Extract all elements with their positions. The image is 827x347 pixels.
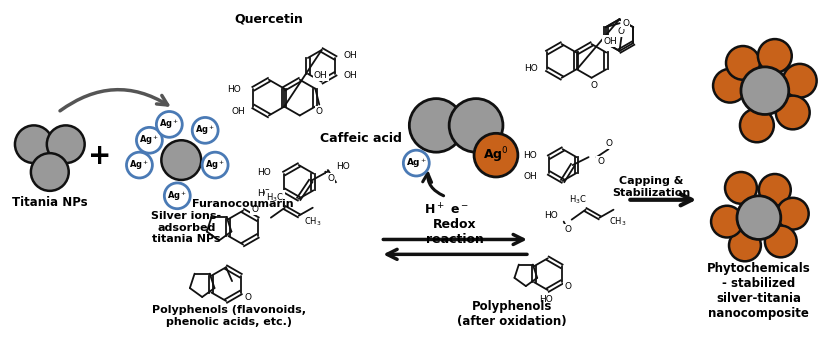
Text: HO: HO: [337, 162, 351, 171]
Circle shape: [777, 198, 809, 230]
Circle shape: [15, 125, 53, 163]
Text: Ag$^+$: Ag$^+$: [129, 158, 150, 172]
Circle shape: [713, 69, 747, 103]
Circle shape: [404, 150, 429, 176]
Text: Quercetin: Quercetin: [235, 13, 304, 26]
Text: Phytochemicals
- stabilized
silver-titania
nanocomposite: Phytochemicals - stabilized silver-titan…: [707, 262, 810, 320]
Text: HO: HO: [524, 64, 538, 73]
Text: Titania NPs: Titania NPs: [12, 196, 88, 209]
Circle shape: [192, 117, 218, 143]
Circle shape: [449, 99, 503, 152]
Circle shape: [165, 183, 190, 209]
Text: O: O: [618, 27, 625, 36]
Text: O: O: [564, 225, 571, 234]
Text: OH: OH: [343, 71, 357, 80]
Circle shape: [783, 64, 816, 98]
Text: CH$_3$: CH$_3$: [304, 215, 322, 228]
Text: O: O: [316, 107, 323, 116]
Text: Ag$^+$: Ag$^+$: [139, 133, 160, 147]
Text: Capping &
Stabilization: Capping & Stabilization: [612, 176, 691, 198]
Text: Furanocoumarin: Furanocoumarin: [192, 199, 294, 209]
Text: O: O: [605, 139, 612, 148]
Circle shape: [765, 226, 796, 257]
Text: OH: OH: [232, 107, 245, 116]
Circle shape: [409, 99, 463, 152]
Circle shape: [156, 111, 182, 137]
Circle shape: [740, 109, 774, 142]
Text: Caffeic acid: Caffeic acid: [319, 132, 401, 145]
Circle shape: [711, 206, 743, 237]
Text: H$_3$C: H$_3$C: [266, 192, 284, 204]
Text: H$_3$C: H$_3$C: [569, 194, 586, 206]
Text: O: O: [564, 282, 571, 290]
Text: O: O: [622, 19, 629, 28]
Text: Polyphenols
(after oxidation): Polyphenols (after oxidation): [457, 300, 566, 328]
Text: Redox
reaction: Redox reaction: [426, 218, 484, 246]
Text: HO: HO: [544, 211, 557, 220]
Text: O: O: [251, 205, 259, 214]
Circle shape: [725, 172, 757, 204]
Text: Ag$^+$: Ag$^+$: [205, 158, 225, 172]
Circle shape: [31, 153, 69, 191]
Text: OH: OH: [523, 172, 537, 181]
Text: OH: OH: [313, 71, 327, 80]
Text: HO: HO: [539, 296, 552, 304]
Circle shape: [737, 196, 781, 239]
Text: Ag$^+$: Ag$^+$: [195, 124, 215, 137]
Text: HO: HO: [227, 85, 241, 94]
Circle shape: [127, 152, 152, 178]
Text: O: O: [590, 81, 597, 90]
Text: Ag$^+$: Ag$^+$: [405, 156, 427, 170]
Text: H$^+$ e$^-$: H$^+$ e$^-$: [423, 202, 469, 217]
Text: HO: HO: [257, 189, 271, 198]
Text: OH: OH: [343, 51, 357, 60]
Text: +: +: [88, 142, 112, 170]
Text: O: O: [597, 156, 604, 166]
Text: Ag$^+$: Ag$^+$: [167, 189, 188, 203]
Text: Polyphenols (flavonoids,
phenolic acids, etc.): Polyphenols (flavonoids, phenolic acids,…: [152, 305, 306, 327]
Text: OH: OH: [604, 36, 617, 45]
Text: CH$_3$: CH$_3$: [609, 215, 626, 228]
Circle shape: [758, 39, 791, 73]
Text: Ag$^0$: Ag$^0$: [483, 145, 509, 165]
Circle shape: [729, 230, 761, 261]
Circle shape: [759, 174, 791, 206]
Circle shape: [136, 127, 162, 153]
Text: Silver ions-
adsorbed
titania NPs: Silver ions- adsorbed titania NPs: [151, 211, 222, 244]
Circle shape: [726, 46, 760, 80]
Circle shape: [161, 140, 201, 180]
Text: O: O: [327, 175, 334, 184]
Circle shape: [47, 125, 84, 163]
Text: Ag$^+$: Ag$^+$: [160, 118, 179, 131]
Text: O: O: [245, 294, 251, 303]
Text: HO: HO: [523, 151, 537, 160]
Circle shape: [741, 67, 789, 115]
Circle shape: [202, 152, 228, 178]
Circle shape: [776, 96, 810, 129]
Text: HO: HO: [257, 168, 271, 177]
Circle shape: [474, 133, 518, 177]
